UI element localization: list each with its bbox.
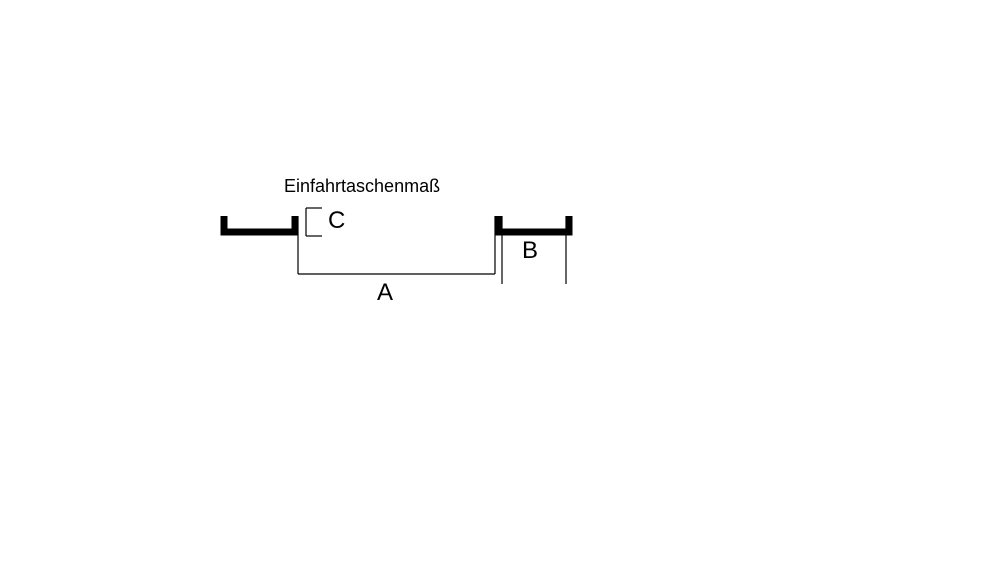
dim-a-label: A [377,279,393,306]
dimension-diagram: Einfahrtaschenmaß A B C [0,0,1000,583]
diagram-title: Einfahrtaschenmaß [284,176,440,196]
dim-b-label: B [522,237,538,264]
dim-c-label: C [328,207,345,234]
